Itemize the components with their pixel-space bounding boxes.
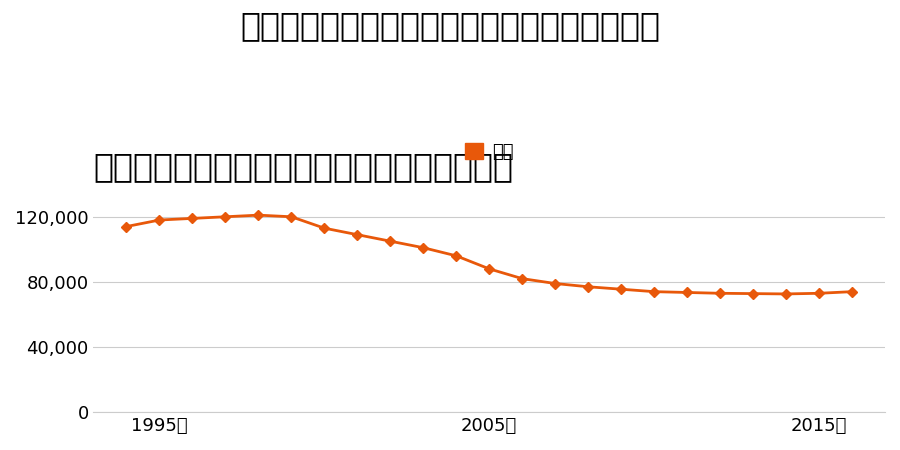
Legend: 価格: 価格 — [465, 143, 514, 162]
Text: 沖縄県糸満市西崎町２丁目３５２番の地価推移: 沖縄県糸満市西崎町２丁目３５２番の地価推移 — [94, 150, 514, 183]
Text: 沖縄県糸満市西崎町２丁目３５２番の地価推移: 沖縄県糸満市西崎町２丁目３５２番の地価推移 — [240, 9, 660, 42]
